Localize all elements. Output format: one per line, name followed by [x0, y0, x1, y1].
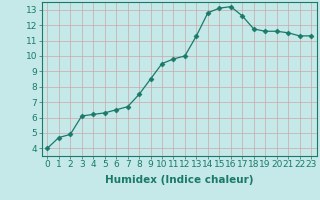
X-axis label: Humidex (Indice chaleur): Humidex (Indice chaleur): [105, 175, 253, 185]
